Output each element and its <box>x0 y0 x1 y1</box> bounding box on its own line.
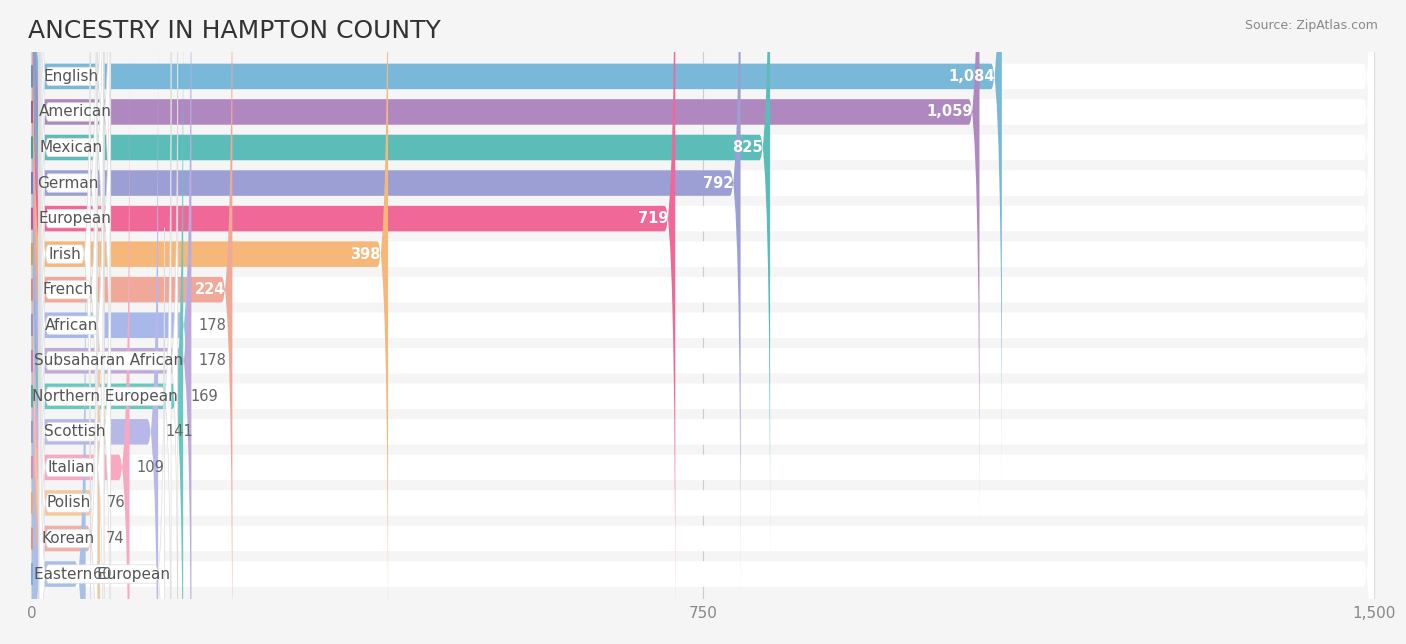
FancyBboxPatch shape <box>32 0 183 644</box>
FancyBboxPatch shape <box>39 0 90 600</box>
Text: French: French <box>42 282 94 297</box>
Text: Scottish: Scottish <box>44 424 105 439</box>
FancyBboxPatch shape <box>32 160 1374 644</box>
FancyBboxPatch shape <box>39 0 97 529</box>
FancyBboxPatch shape <box>32 0 1374 632</box>
FancyBboxPatch shape <box>39 0 111 565</box>
Text: English: English <box>44 69 98 84</box>
FancyBboxPatch shape <box>32 0 741 597</box>
Text: European: European <box>38 211 111 226</box>
Text: 825: 825 <box>733 140 763 155</box>
Text: Korean: Korean <box>42 531 94 546</box>
Text: 398: 398 <box>350 247 381 261</box>
FancyBboxPatch shape <box>32 0 1374 526</box>
FancyBboxPatch shape <box>39 121 104 644</box>
FancyBboxPatch shape <box>32 0 675 632</box>
FancyBboxPatch shape <box>32 90 1374 644</box>
FancyBboxPatch shape <box>39 0 104 644</box>
Text: African: African <box>45 317 98 333</box>
Text: 178: 178 <box>198 317 226 333</box>
FancyBboxPatch shape <box>32 125 98 644</box>
FancyBboxPatch shape <box>32 0 1374 644</box>
FancyBboxPatch shape <box>32 160 86 644</box>
Text: Source: ZipAtlas.com: Source: ZipAtlas.com <box>1244 19 1378 32</box>
FancyBboxPatch shape <box>39 15 177 644</box>
FancyBboxPatch shape <box>32 0 388 644</box>
FancyBboxPatch shape <box>32 0 232 644</box>
FancyBboxPatch shape <box>32 18 157 644</box>
FancyBboxPatch shape <box>32 53 1374 644</box>
Text: 169: 169 <box>190 389 218 404</box>
Text: 76: 76 <box>107 495 125 511</box>
Text: ANCESTRY IN HAMPTON COUNTY: ANCESTRY IN HAMPTON COUNTY <box>28 19 441 43</box>
Text: Irish: Irish <box>48 247 82 261</box>
FancyBboxPatch shape <box>39 0 111 458</box>
Text: 74: 74 <box>105 531 124 546</box>
Text: Subsaharan African: Subsaharan African <box>34 354 183 368</box>
Text: 792: 792 <box>703 176 734 191</box>
FancyBboxPatch shape <box>32 0 770 561</box>
Text: American: American <box>38 104 111 119</box>
Text: Mexican: Mexican <box>39 140 103 155</box>
FancyBboxPatch shape <box>39 193 97 644</box>
Text: 141: 141 <box>166 424 193 439</box>
FancyBboxPatch shape <box>32 18 1374 644</box>
FancyBboxPatch shape <box>32 0 1374 597</box>
FancyBboxPatch shape <box>32 0 1374 644</box>
FancyBboxPatch shape <box>32 0 980 526</box>
Text: Polish: Polish <box>46 495 90 511</box>
FancyBboxPatch shape <box>39 228 165 644</box>
Text: 60: 60 <box>93 567 111 582</box>
FancyBboxPatch shape <box>39 86 111 644</box>
Text: 224: 224 <box>195 282 225 297</box>
FancyBboxPatch shape <box>39 0 97 636</box>
FancyBboxPatch shape <box>32 0 1374 561</box>
Text: German: German <box>38 176 98 191</box>
FancyBboxPatch shape <box>32 0 1374 644</box>
FancyBboxPatch shape <box>32 0 191 644</box>
FancyBboxPatch shape <box>39 50 172 644</box>
Text: 109: 109 <box>136 460 165 475</box>
FancyBboxPatch shape <box>32 0 1374 490</box>
FancyBboxPatch shape <box>32 53 129 644</box>
Text: 178: 178 <box>198 354 226 368</box>
FancyBboxPatch shape <box>39 156 97 644</box>
FancyBboxPatch shape <box>32 125 1374 644</box>
FancyBboxPatch shape <box>39 0 104 494</box>
Text: Italian: Italian <box>48 460 96 475</box>
Text: Northern European: Northern European <box>32 389 179 404</box>
FancyBboxPatch shape <box>32 90 100 644</box>
FancyBboxPatch shape <box>32 0 1002 490</box>
Text: 1,059: 1,059 <box>925 104 973 119</box>
Text: 719: 719 <box>637 211 668 226</box>
FancyBboxPatch shape <box>32 0 1374 644</box>
FancyBboxPatch shape <box>39 0 104 422</box>
FancyBboxPatch shape <box>32 0 1374 644</box>
FancyBboxPatch shape <box>32 0 191 644</box>
Text: 1,084: 1,084 <box>948 69 994 84</box>
Text: Eastern European: Eastern European <box>34 567 170 582</box>
